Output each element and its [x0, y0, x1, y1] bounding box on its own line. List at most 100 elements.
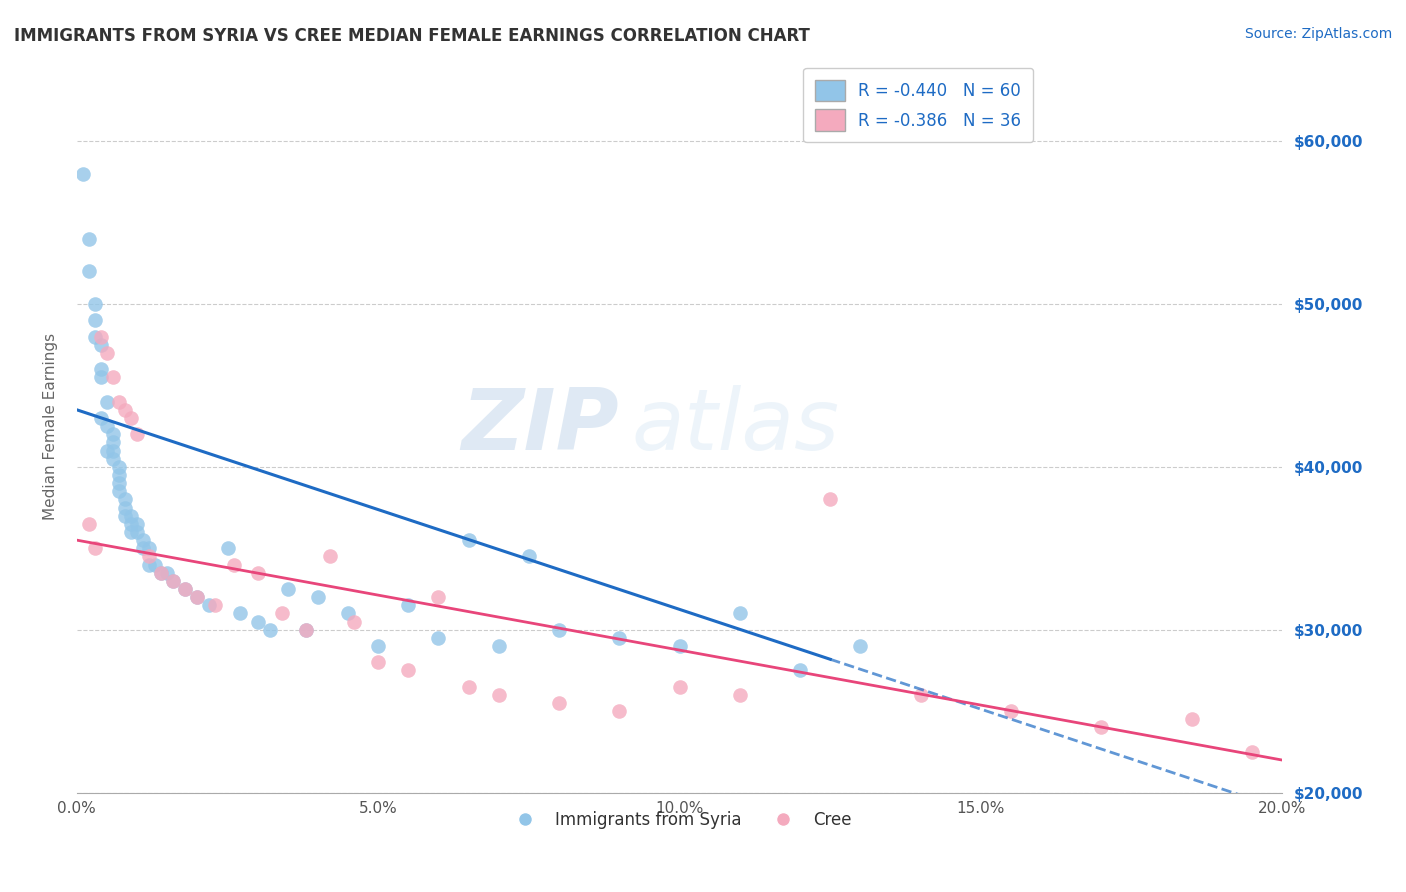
Point: [101, 370, 124, 384]
Point: [138, 549, 160, 564]
Point: [1241, 745, 1264, 759]
Point: [343, 615, 366, 629]
Point: [120, 524, 142, 539]
Point: [77, 516, 100, 531]
Point: [204, 599, 226, 613]
Point: [367, 656, 389, 670]
Point: [186, 590, 208, 604]
Point: [101, 435, 124, 450]
Point: [138, 558, 160, 572]
Point: [96, 346, 118, 360]
Point: [90, 370, 112, 384]
Point: [90, 362, 112, 376]
Point: [517, 549, 540, 564]
Point: [114, 500, 136, 515]
Text: Source: ZipAtlas.com: Source: ZipAtlas.com: [1244, 27, 1392, 41]
Point: [77, 232, 100, 246]
Point: [396, 599, 419, 613]
Point: [174, 582, 197, 596]
Point: [77, 264, 100, 278]
Point: [849, 639, 872, 653]
Point: [114, 492, 136, 507]
Point: [138, 541, 160, 556]
Point: [186, 590, 208, 604]
Point: [162, 574, 184, 588]
Point: [488, 688, 510, 702]
Point: [457, 533, 479, 548]
Text: ZIP: ZIP: [461, 384, 619, 467]
Point: [295, 623, 318, 637]
Point: [337, 607, 360, 621]
Point: [1181, 712, 1204, 726]
Point: [120, 411, 142, 425]
Point: [728, 688, 751, 702]
Point: [295, 623, 318, 637]
Point: [270, 607, 292, 621]
Point: [728, 607, 751, 621]
Point: [84, 329, 107, 343]
Point: [156, 566, 179, 580]
Point: [150, 566, 173, 580]
Point: [96, 394, 118, 409]
Point: [108, 484, 131, 499]
Point: [143, 558, 166, 572]
Point: [108, 394, 131, 409]
Point: [820, 492, 842, 507]
Point: [108, 468, 131, 483]
Point: [72, 167, 94, 181]
Point: [108, 476, 131, 491]
Point: [607, 704, 630, 718]
Legend: Immigrants from Syria, Cree: Immigrants from Syria, Cree: [501, 805, 858, 836]
Point: [132, 541, 155, 556]
Point: [427, 590, 450, 604]
Point: [101, 427, 124, 442]
Point: [84, 541, 107, 556]
Point: [548, 696, 571, 710]
Point: [96, 419, 118, 434]
Point: [127, 516, 149, 531]
Point: [114, 508, 136, 523]
Point: [114, 402, 136, 417]
Point: [222, 558, 245, 572]
Point: [120, 516, 142, 531]
Point: [488, 639, 510, 653]
Point: [789, 664, 811, 678]
Point: [132, 533, 155, 548]
Point: [277, 582, 299, 596]
Point: [90, 329, 112, 343]
Point: [217, 541, 239, 556]
Point: [307, 590, 329, 604]
Point: [96, 443, 118, 458]
Point: [127, 427, 149, 442]
Point: [120, 508, 142, 523]
Point: [668, 639, 690, 653]
Point: [367, 639, 389, 653]
Point: [108, 459, 131, 474]
Point: [319, 549, 342, 564]
Point: [90, 337, 112, 351]
Point: [101, 451, 124, 466]
Point: [1090, 721, 1112, 735]
Point: [246, 615, 269, 629]
Point: [457, 680, 479, 694]
Point: [668, 680, 690, 694]
Point: [427, 631, 450, 645]
Point: [162, 574, 184, 588]
Point: [127, 524, 149, 539]
Point: [174, 582, 197, 596]
Point: [910, 688, 932, 702]
Point: [84, 297, 107, 311]
Point: [246, 566, 269, 580]
Point: [101, 443, 124, 458]
Text: IMMIGRANTS FROM SYRIA VS CREE MEDIAN FEMALE EARNINGS CORRELATION CHART: IMMIGRANTS FROM SYRIA VS CREE MEDIAN FEM…: [14, 27, 810, 45]
Point: [1000, 704, 1022, 718]
Y-axis label: Median Female Earnings: Median Female Earnings: [44, 333, 58, 520]
Point: [607, 631, 630, 645]
Point: [228, 607, 250, 621]
Point: [198, 599, 221, 613]
Point: [259, 623, 281, 637]
Point: [548, 623, 571, 637]
Point: [84, 313, 107, 327]
Text: atlas: atlas: [631, 384, 839, 467]
Point: [396, 664, 419, 678]
